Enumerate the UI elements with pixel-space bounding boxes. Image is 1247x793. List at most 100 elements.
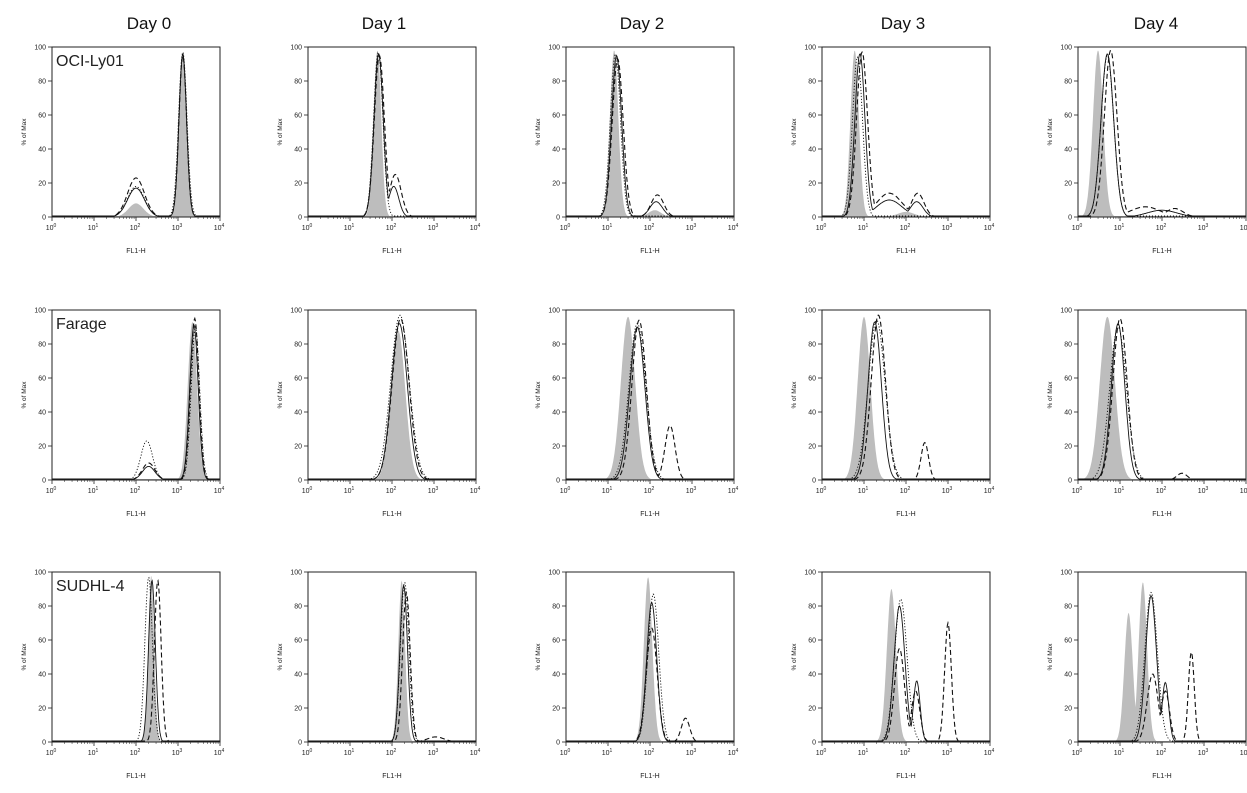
- plot-frame: [821, 309, 991, 481]
- x-tick-exponent: 2: [138, 223, 141, 229]
- x-tick-label: 102: [130, 223, 141, 232]
- y-axis-label: % of Max: [277, 643, 284, 671]
- x-tick-label: 101: [88, 223, 99, 232]
- x-tick-label: 102: [386, 486, 397, 495]
- y-tick-label: 80: [38, 604, 46, 611]
- x-tick-exponent: 1: [352, 223, 355, 229]
- series-solid: [308, 53, 476, 217]
- series-filled: [822, 316, 990, 480]
- series-filled: [308, 50, 476, 218]
- series-solid: [52, 53, 220, 217]
- x-tick-label: 102: [644, 223, 655, 232]
- y-tick-label: 20: [552, 181, 560, 188]
- y-tick-label: 20: [1064, 444, 1072, 451]
- y-tick-label: 80: [294, 79, 302, 86]
- y-tick-label: 40: [808, 147, 816, 154]
- series-filled: [566, 316, 734, 480]
- y-tick-label: 100: [1060, 308, 1072, 315]
- x-tick-exponent: 1: [96, 223, 99, 229]
- y-tick-label: 100: [548, 308, 560, 315]
- x-tick-label: 100: [302, 486, 313, 495]
- series-filled: [52, 322, 220, 480]
- y-axis-label: % of Max: [1047, 118, 1054, 146]
- series-solid: [822, 605, 990, 742]
- series-filled: [822, 589, 990, 742]
- x-tick-label: 100: [1072, 486, 1083, 495]
- x-tick-label: 101: [1114, 486, 1125, 495]
- y-tick-label: 20: [38, 444, 46, 451]
- y-tick-label: 0: [812, 215, 816, 222]
- y-tick-label: 40: [1064, 410, 1072, 417]
- x-tick-label: 100: [1072, 748, 1083, 757]
- y-tick-label: 60: [294, 376, 302, 383]
- series-dashed: [1078, 651, 1246, 742]
- column-title-day-0: Day 0: [126, 14, 172, 33]
- y-tick-label: 80: [552, 342, 560, 349]
- x-tick-exponent: 1: [1122, 748, 1125, 754]
- x-tick-label: 100: [560, 748, 571, 757]
- x-tick-exponent: 0: [310, 486, 313, 492]
- x-tick-label: 104: [470, 486, 481, 495]
- x-tick-label: 100: [46, 223, 57, 232]
- y-tick-label: 20: [38, 181, 46, 188]
- column-title-day-2: Day 2: [619, 14, 665, 33]
- x-tick-exponent: 1: [610, 223, 613, 229]
- series-solid: [566, 54, 734, 217]
- x-tick-label: 101: [344, 223, 355, 232]
- plot-frame: [1077, 571, 1247, 743]
- x-tick-label: 103: [686, 748, 697, 757]
- x-tick-label: 101: [344, 486, 355, 495]
- x-tick-label: 104: [470, 748, 481, 757]
- y-axis-label: % of Max: [791, 381, 798, 409]
- x-tick-exponent: 2: [394, 748, 397, 754]
- x-tick-exponent: 0: [310, 223, 313, 229]
- x-tick-label: 101: [88, 486, 99, 495]
- series-dashed: [566, 57, 734, 217]
- x-tick-label: 103: [428, 223, 439, 232]
- y-tick-label: 80: [808, 342, 816, 349]
- x-tick-exponent: 0: [1080, 223, 1083, 229]
- x-tick-exponent: 4: [992, 223, 995, 229]
- x-tick-exponent: 2: [1164, 223, 1167, 229]
- x-tick-exponent: 2: [652, 486, 655, 492]
- x-tick-exponent: 4: [222, 748, 225, 754]
- y-tick-label: 20: [294, 706, 302, 713]
- x-tick-label: 102: [1156, 748, 1167, 757]
- y-tick-label: 60: [1064, 638, 1072, 645]
- x-tick-exponent: 3: [180, 486, 183, 492]
- y-tick-label: 40: [294, 672, 302, 679]
- y-tick-label: 20: [552, 706, 560, 713]
- x-tick-exponent: 2: [1164, 748, 1167, 754]
- y-axis-label: % of Max: [21, 118, 28, 146]
- x-tick-label: 102: [386, 223, 397, 232]
- y-tick-label: 40: [1064, 672, 1072, 679]
- x-tick-label: 104: [984, 748, 995, 757]
- y-tick-label: 60: [38, 638, 46, 645]
- x-tick-exponent: 4: [222, 223, 225, 229]
- x-axis-label: FL1-H: [896, 248, 915, 255]
- series-filled: [566, 577, 734, 742]
- x-tick-label: 103: [1198, 486, 1209, 495]
- y-tick-label: 0: [298, 740, 302, 747]
- x-tick-exponent: 2: [394, 486, 397, 492]
- x-tick-label: 102: [900, 748, 911, 757]
- series-dotted: [308, 582, 476, 742]
- y-axis-label: % of Max: [535, 643, 542, 671]
- y-tick-label: 100: [290, 308, 302, 315]
- x-tick-label: 102: [900, 223, 911, 232]
- plot-frame: [565, 46, 735, 218]
- series-dotted: [566, 53, 734, 217]
- y-tick-label: 80: [552, 604, 560, 611]
